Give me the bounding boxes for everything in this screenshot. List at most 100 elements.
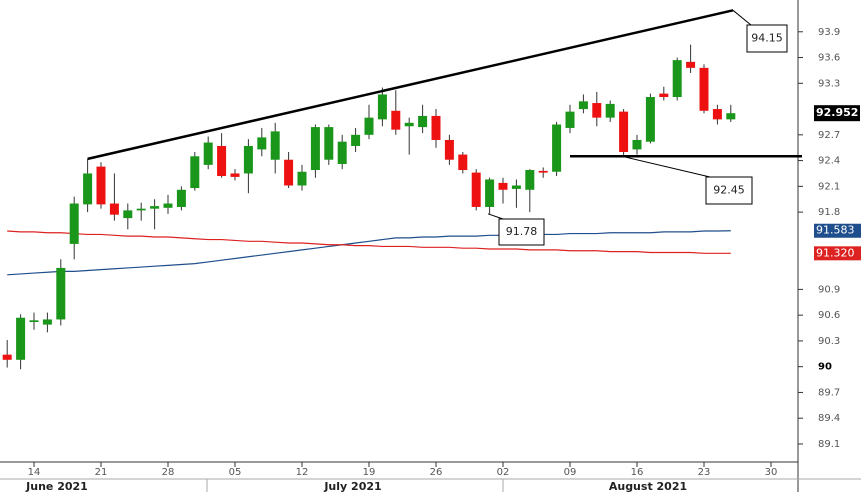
candle-body: [109, 203, 119, 215]
candle-body: [485, 179, 495, 207]
candle-body: [686, 61, 696, 68]
x-tick-label: 28: [162, 467, 175, 478]
candle-body: [136, 208, 146, 211]
month-label: July 2021: [323, 480, 381, 492]
price-label-box: [814, 223, 861, 238]
candle-body: [69, 203, 79, 244]
x-tick-label: 21: [95, 467, 108, 478]
candle-body: [712, 109, 722, 120]
candle-body: [578, 101, 588, 110]
x-tick-label: 02: [497, 467, 510, 478]
x-tick-label: 23: [698, 467, 711, 478]
candle-body: [565, 111, 575, 128]
candle-body: [351, 134, 361, 146]
annotation-box: [746, 24, 788, 53]
candle-body: [284, 159, 294, 186]
candle-body: [83, 173, 93, 205]
candle-body: [176, 189, 186, 207]
y-tick-label: 89.4: [818, 413, 840, 424]
y-tick-label: 93.6: [818, 53, 840, 64]
trendline: [87, 9, 734, 161]
y-tick-label: 92.4: [818, 156, 840, 167]
x-tick-label: 30: [765, 467, 778, 478]
candle-body: [726, 113, 736, 120]
annotation-label: 91.78: [506, 225, 538, 238]
candle-body: [471, 172, 481, 207]
annotation-box: [705, 176, 753, 205]
x-tick-label: 09: [564, 467, 577, 478]
annotation-pointer: [732, 9, 752, 26]
candle-body: [217, 145, 227, 177]
candle-body: [42, 319, 52, 325]
annotation-box: [498, 218, 545, 246]
candle-body: [297, 171, 307, 186]
y-tick-label: 89.1: [818, 439, 840, 450]
candle-body: [431, 115, 441, 140]
candle-body: [29, 320, 39, 323]
x-tick-label: 26: [430, 467, 443, 478]
candle-body: [230, 173, 240, 177]
price-label-box: [814, 246, 861, 261]
candle-body: [96, 166, 106, 205]
annotation-pointer: [621, 155, 711, 178]
x-tick-label: 19: [363, 467, 376, 478]
candle-body: [699, 67, 709, 111]
candle-body: [163, 203, 173, 208]
y-tick-label: 90.3: [818, 336, 840, 347]
candle-body: [404, 122, 414, 127]
candle-body: [391, 110, 401, 130]
annotation-label: 92.45: [713, 184, 745, 197]
y-tick-label: 89.7: [818, 387, 840, 398]
candle-body: [632, 139, 642, 150]
candle-body: [645, 97, 655, 142]
y-tick-label: 90.6: [818, 310, 840, 321]
candle-body: [672, 60, 682, 98]
candle-body: [56, 267, 66, 320]
price-label: 91.320: [816, 246, 855, 259]
month-label: June 2021: [25, 480, 88, 492]
candle-body: [538, 170, 548, 173]
y-tick-label: 91.8: [818, 207, 840, 218]
candle-body: [243, 145, 253, 174]
candle-body: [605, 103, 615, 118]
candle-body: [619, 111, 629, 152]
candle-body: [123, 210, 133, 219]
moving-average: [7, 230, 731, 276]
candle-body: [16, 317, 26, 360]
candle-body: [458, 154, 468, 171]
candle-body: [525, 170, 535, 190]
price-label: 92.952: [816, 106, 858, 119]
candle-body: [2, 354, 12, 360]
moving-average: [7, 230, 731, 254]
candle-body: [257, 137, 267, 150]
candle-body: [377, 94, 387, 120]
candle-body: [498, 182, 508, 190]
candle-body: [337, 141, 347, 165]
candle-body: [552, 124, 562, 172]
price-label-box: [814, 105, 860, 122]
candle-body: [511, 185, 521, 189]
price-label: 91.583: [816, 224, 855, 237]
candle-body: [203, 142, 213, 165]
y-tick-label: 92.7: [818, 130, 840, 141]
annotation-label: 94.15: [751, 32, 783, 45]
candle-body: [659, 93, 669, 98]
x-tick-label: 16: [631, 467, 644, 478]
candle-body: [418, 115, 428, 128]
y-tick-label: 90: [818, 362, 832, 373]
annotation-pointer: [487, 213, 504, 220]
x-tick-label: 05: [229, 467, 242, 478]
candle-body: [444, 139, 454, 160]
y-tick-label: 93.3: [818, 78, 840, 89]
y-tick-label: 92.1: [818, 181, 840, 192]
candle-body: [592, 103, 602, 118]
candle-body: [270, 131, 280, 160]
x-tick-label: 12: [296, 467, 309, 478]
y-tick-label: 93.9: [818, 27, 840, 38]
x-tick-label: 14: [28, 467, 41, 478]
candle-body: [150, 206, 160, 209]
y-tick-label: 90.9: [818, 284, 840, 295]
candle-body: [310, 127, 320, 171]
candle-body: [324, 127, 334, 160]
